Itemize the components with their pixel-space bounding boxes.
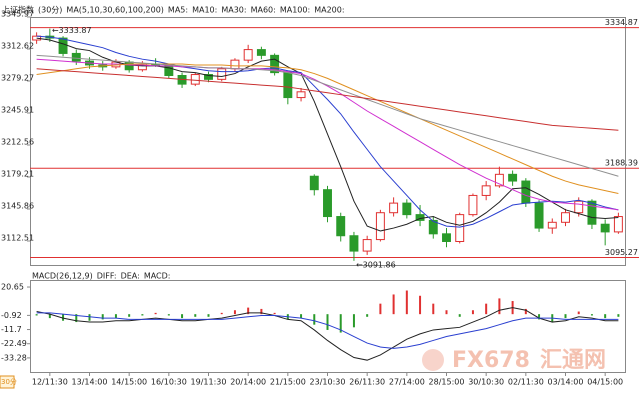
candle-body	[204, 74, 213, 80]
legend-entry: MA200:	[314, 6, 344, 15]
x-tick-label: 12/11:30	[32, 378, 68, 387]
reference-label: 3188.39	[605, 159, 638, 168]
extreme-annotation: ←3333.87	[52, 26, 92, 35]
x-tick-label: 26/11:30	[349, 378, 385, 387]
ma-label: MA(5,10,30,60,100,200)	[66, 6, 164, 15]
legend-entry: MACD:	[144, 272, 171, 281]
candle-body	[230, 59, 240, 70]
ma-line	[36, 68, 619, 131]
legend-entry: MA100:	[280, 6, 310, 15]
candle-body	[389, 202, 399, 214]
y-tick-label: 3345.97	[1, 10, 34, 19]
candle-body	[58, 37, 68, 54]
y-tick-label: -11.7	[1, 325, 22, 334]
candle-body	[349, 235, 359, 252]
period-label: (30分)	[38, 6, 62, 15]
price-panel	[30, 17, 626, 266]
candle-body	[309, 175, 319, 191]
y-tick-label: 3212.56	[1, 138, 34, 147]
watermark-name: 汇通网	[540, 348, 606, 373]
extreme-annotation: ←3091.86	[356, 260, 396, 269]
watermark-logo	[422, 349, 444, 371]
y-tick-label: 3279.27	[1, 73, 34, 82]
y-tick-label: 3145.86	[1, 202, 34, 211]
candle-body	[468, 194, 478, 216]
candle-body	[362, 239, 372, 252]
y-tick-label: -33.28	[1, 353, 27, 362]
reference-label: 3095.27	[605, 248, 638, 257]
x-tick-label: 30/10:30	[468, 378, 504, 387]
candle-body	[613, 216, 623, 233]
legend-entry: MA30:	[221, 6, 246, 15]
macd-title: MACD(26,12,9)	[32, 272, 93, 281]
candle-body	[336, 216, 346, 237]
legend-entry: DEA:	[121, 272, 140, 281]
y-tick-label: 3179.21	[1, 170, 34, 179]
y-tick-label: -22.49	[1, 339, 27, 348]
watermark-brand: FX678	[452, 348, 530, 373]
candle-body	[190, 74, 200, 85]
legend-entry: DIFF:	[97, 272, 117, 281]
x-tick-label: 27/14:00	[389, 378, 425, 387]
candle-body	[442, 233, 451, 242]
x-tick-label: 21/15:00	[270, 378, 306, 387]
x-tick-label: 19/11:30	[191, 378, 227, 387]
candle-body	[217, 68, 227, 80]
candle-body	[243, 49, 253, 61]
y-tick-label: 20.65	[1, 283, 24, 292]
candle-body	[561, 212, 570, 223]
candle-body	[323, 189, 332, 218]
x-tick-label: 23/10:30	[310, 378, 346, 387]
reference-label: 3334.87	[605, 18, 638, 27]
candle-body	[428, 219, 438, 235]
period-box	[0, 375, 15, 389]
candle-body	[455, 214, 465, 242]
ma-line	[36, 54, 619, 177]
x-tick-label: 04/15:00	[587, 378, 623, 387]
candle-body	[296, 91, 306, 99]
candle-body	[574, 200, 584, 214]
x-tick-label: 03/14:00	[548, 378, 584, 387]
ma-line	[36, 63, 619, 195]
x-tick-label: 02/11:30	[508, 378, 544, 387]
candle-body	[283, 72, 293, 99]
ma-line	[36, 35, 619, 228]
x-tick-label: 14/15:00	[111, 378, 147, 387]
candle-body	[71, 52, 81, 62]
candle-body	[375, 212, 385, 241]
legend-entry: MA5:	[168, 6, 188, 15]
candle-body	[534, 202, 544, 229]
candle-body	[494, 173, 504, 187]
macd-line	[36, 307, 619, 361]
x-tick-label: 20/14:00	[230, 378, 266, 387]
y-tick-label: 3112.51	[1, 234, 34, 243]
candle-body	[508, 173, 518, 182]
x-tick-label: 28/15:00	[429, 378, 465, 387]
candle-body	[270, 54, 280, 74]
y-tick-label: 3312.62	[1, 41, 34, 50]
candle-body	[521, 180, 531, 204]
candle-body	[256, 49, 266, 56]
macd-line	[36, 312, 619, 349]
candle-body	[124, 61, 134, 71]
candle-body	[587, 200, 597, 225]
legend-entry: MA10:	[192, 6, 217, 15]
candle-body	[481, 185, 491, 196]
period-corner: 30分	[1, 377, 17, 386]
x-tick-label: 13/14:00	[72, 378, 108, 387]
candle-body	[547, 221, 557, 229]
y-tick-label: -0.92	[1, 311, 22, 320]
chart-title: 上证指数	[2, 5, 34, 15]
x-tick-label: 16/10:30	[151, 378, 187, 387]
ma-line	[36, 58, 619, 211]
y-tick-label: 3245.91	[1, 106, 34, 115]
legend-entry: MA60:	[251, 6, 276, 15]
candle-body	[402, 202, 412, 216]
candle-body	[600, 223, 610, 233]
